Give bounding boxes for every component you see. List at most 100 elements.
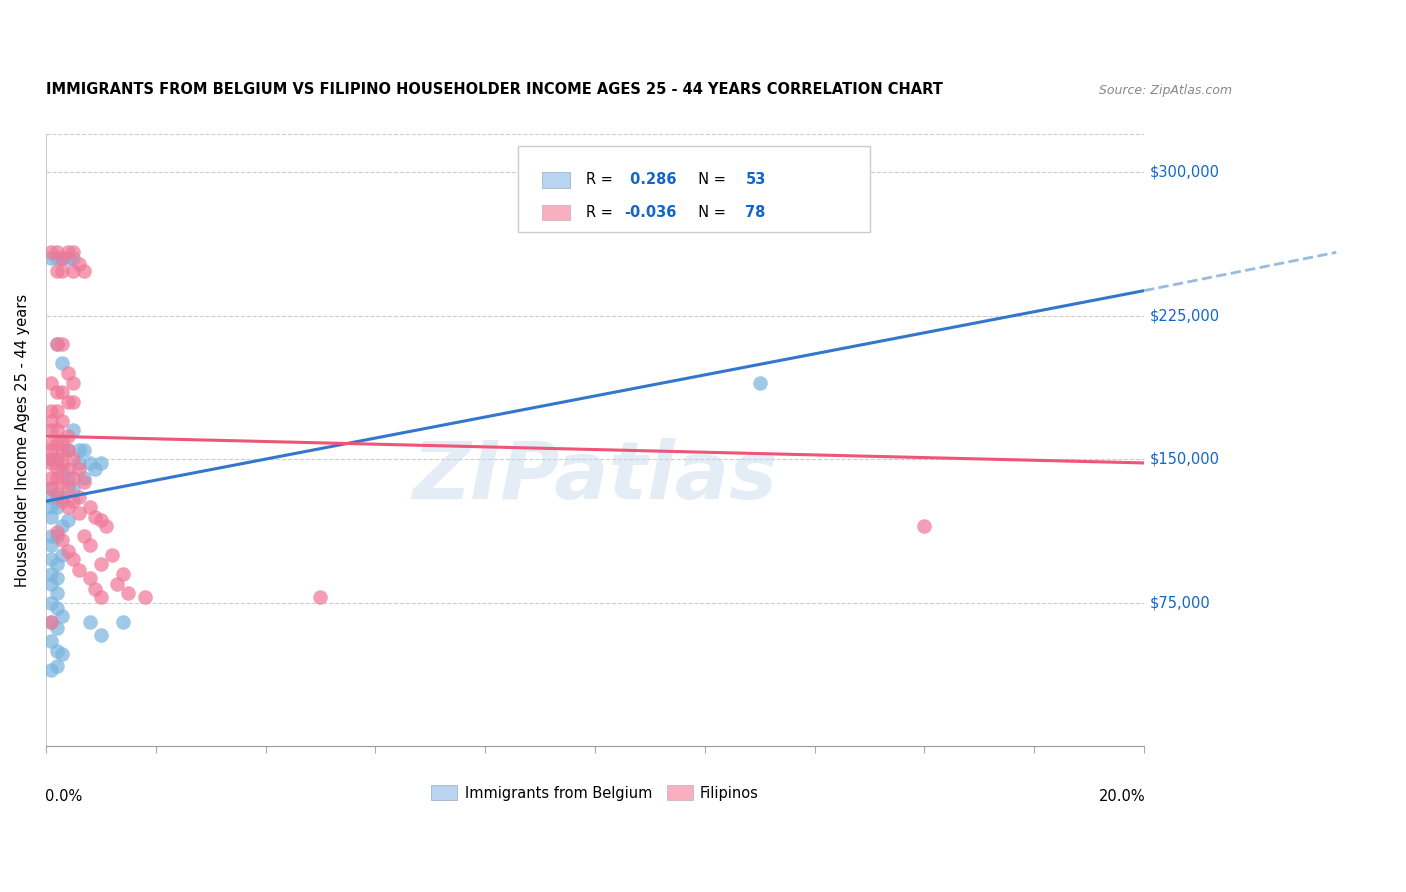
Point [51, 609, 73, 624]
Point [41, 634, 63, 648]
Point [90, 558, 112, 572]
Point [51, 548, 73, 562]
Point [67, 491, 90, 505]
Text: $300,000: $300,000 [1150, 164, 1219, 179]
Point [41, 500, 63, 514]
Point [51, 414, 73, 428]
Point [51, 264, 73, 278]
Point [62, 494, 84, 508]
Point [41, 481, 63, 495]
Point [79, 615, 101, 629]
Point [84, 461, 107, 475]
Text: ZIPatlas: ZIPatlas [412, 438, 778, 516]
Text: $75,000: $75,000 [1150, 595, 1211, 610]
Point [111, 615, 134, 629]
Point [41, 509, 63, 524]
Point [111, 566, 134, 581]
Point [41, 663, 63, 677]
Text: 0.286: 0.286 [624, 172, 676, 187]
Point [46, 571, 69, 585]
Point [46, 558, 69, 572]
Point [79, 538, 101, 552]
Point [67, 257, 90, 271]
Point [41, 491, 63, 505]
Point [67, 456, 90, 470]
Point [51, 356, 73, 370]
Point [90, 628, 112, 642]
Point [41, 404, 63, 418]
Point [51, 456, 73, 470]
Text: 20.0%: 20.0% [1098, 789, 1144, 805]
Point [51, 533, 73, 547]
Text: $225,000: $225,000 [1150, 308, 1219, 323]
Point [46, 461, 69, 475]
Text: 0.0%: 0.0% [45, 789, 82, 805]
Point [56, 442, 79, 457]
Text: $150,000: $150,000 [1150, 451, 1219, 467]
Point [62, 551, 84, 566]
Point [46, 529, 69, 543]
Point [41, 245, 63, 260]
Point [46, 385, 69, 400]
Legend: Immigrants from Belgium, Filipinos: Immigrants from Belgium, Filipinos [425, 780, 765, 806]
Point [46, 659, 69, 673]
Point [46, 251, 69, 265]
Point [51, 433, 73, 447]
Point [79, 571, 101, 585]
Point [309, 590, 332, 604]
Point [41, 414, 63, 428]
Point [41, 566, 63, 581]
Point [67, 506, 90, 520]
Point [46, 621, 69, 635]
Point [41, 615, 63, 629]
Point [56, 251, 79, 265]
Point [46, 337, 69, 351]
Point [46, 245, 69, 260]
Point [41, 251, 63, 265]
Point [46, 643, 69, 657]
Point [73, 442, 96, 457]
Point [134, 590, 156, 604]
Point [51, 461, 73, 475]
Point [62, 394, 84, 409]
Point [51, 519, 73, 533]
Point [96, 519, 118, 533]
Point [41, 615, 63, 629]
Text: IMMIGRANTS FROM BELGIUM VS FILIPINO HOUSEHOLDER INCOME AGES 25 - 44 YEARS CORREL: IMMIGRANTS FROM BELGIUM VS FILIPINO HOUS… [46, 82, 943, 97]
Point [46, 471, 69, 485]
Point [56, 429, 79, 443]
Point [46, 452, 69, 467]
Point [41, 529, 63, 543]
Point [51, 251, 73, 265]
Point [46, 586, 69, 600]
Point [56, 442, 79, 457]
Point [46, 486, 69, 500]
Point [56, 461, 79, 475]
Point [84, 509, 107, 524]
Text: Source: ZipAtlas.com: Source: ZipAtlas.com [1099, 84, 1232, 97]
Text: 78: 78 [745, 205, 766, 219]
Point [41, 452, 63, 467]
Point [46, 437, 69, 451]
Point [56, 245, 79, 260]
Point [73, 529, 96, 543]
Y-axis label: Householder Income Ages 25 - 44 years: Householder Income Ages 25 - 44 years [15, 293, 30, 587]
Point [46, 424, 69, 438]
Point [56, 513, 79, 527]
Point [46, 491, 69, 505]
Point [73, 264, 96, 278]
Point [62, 376, 84, 390]
Point [41, 376, 63, 390]
Text: R =: R = [586, 205, 617, 219]
Point [41, 471, 63, 485]
Point [41, 437, 63, 451]
Point [748, 376, 770, 390]
Point [62, 452, 84, 467]
Point [41, 596, 63, 610]
Point [79, 456, 101, 470]
FancyBboxPatch shape [519, 146, 869, 232]
Point [56, 366, 79, 380]
Point [41, 538, 63, 552]
Point [62, 251, 84, 265]
Point [90, 513, 112, 527]
